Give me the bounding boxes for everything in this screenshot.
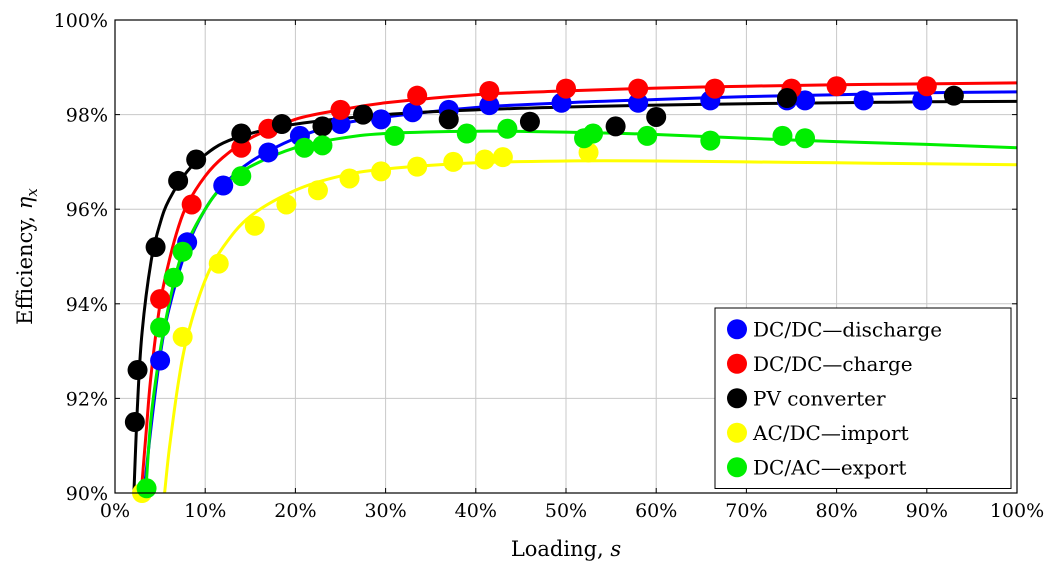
data-point-series-1 — [628, 78, 649, 99]
x-tick-label: 70% — [725, 500, 767, 522]
data-point-series-3 — [492, 147, 513, 168]
data-point-series-4 — [583, 123, 604, 144]
y-tick-label: 92% — [66, 388, 108, 410]
y-tick-label: 100% — [54, 10, 108, 32]
data-point-series-4 — [384, 125, 405, 146]
legend: DC/DC—discharge DC/DC—charge PV converter A… — [714, 307, 1012, 489]
data-point-series-2 — [519, 111, 540, 132]
data-point-series-1 — [150, 289, 171, 310]
data-point-series-3 — [443, 151, 464, 172]
legend-marker — [727, 388, 747, 409]
data-point-series-3 — [276, 194, 297, 215]
data-point-series-0 — [479, 95, 500, 116]
data-point-series-0 — [853, 90, 874, 111]
data-point-series-0 — [150, 350, 171, 371]
x-tick-label: 80% — [815, 500, 857, 522]
data-point-series-3 — [474, 149, 495, 170]
data-point-series-0 — [628, 92, 649, 113]
legend-marker — [727, 353, 747, 374]
data-point-series-2 — [312, 116, 333, 137]
x-tick-label: 40% — [455, 500, 497, 522]
data-point-series-2 — [145, 237, 166, 258]
data-point-series-4 — [637, 125, 658, 146]
data-point-series-4 — [150, 317, 171, 338]
legend-marker — [727, 422, 747, 443]
data-point-series-3 — [407, 156, 428, 177]
data-point-series-0 — [795, 90, 816, 111]
data-point-series-1 — [704, 78, 725, 99]
data-point-series-2 — [271, 114, 292, 135]
data-point-series-4 — [795, 128, 816, 149]
data-point-series-4 — [231, 166, 252, 187]
x-tick-label: 60% — [635, 500, 677, 522]
data-point-series-4 — [497, 118, 518, 139]
legend-label: AC/DC—import — [752, 421, 909, 445]
data-point-series-0 — [330, 114, 351, 135]
data-point-series-0 — [402, 102, 423, 123]
data-point-series-3 — [371, 161, 392, 182]
legend-marker — [727, 457, 747, 478]
x-tick-label: 50% — [545, 500, 587, 522]
legend-label: DC/DC—discharge — [753, 317, 942, 341]
data-point-series-4 — [772, 125, 793, 146]
data-point-series-3 — [244, 215, 265, 236]
legend-label: DC/AC—export — [753, 455, 906, 479]
data-point-series-3 — [307, 180, 328, 201]
legend-box — [714, 307, 1012, 489]
data-point-series-1 — [330, 99, 351, 120]
data-point-series-3 — [339, 168, 360, 189]
data-point-series-2 — [186, 149, 207, 170]
x-tick-label: 90% — [906, 500, 948, 522]
x-axis-label: Loading, s — [511, 537, 622, 561]
data-point-series-2 — [943, 85, 964, 106]
x-tick-label: 100% — [990, 500, 1044, 522]
data-point-series-1 — [826, 76, 847, 97]
data-point-series-2 — [127, 360, 148, 381]
x-tick-label: 20% — [274, 500, 316, 522]
data-point-series-1 — [407, 85, 428, 106]
y-tick-label: 98% — [66, 105, 108, 127]
data-point-series-3 — [208, 253, 229, 274]
data-points — [124, 76, 964, 503]
legend-marker — [727, 319, 747, 340]
x-tick-label: 10% — [184, 500, 226, 522]
data-point-series-2 — [605, 116, 626, 137]
data-point-series-3 — [172, 326, 193, 347]
data-point-series-4 — [172, 241, 193, 262]
x-tick-label: 30% — [364, 500, 406, 522]
y-tick-label: 90% — [66, 483, 108, 505]
y-axis-label: Efficiency, ηx — [13, 188, 41, 325]
data-point-series-4 — [163, 267, 184, 288]
data-point-series-2 — [776, 88, 797, 109]
data-point-series-4 — [294, 137, 315, 158]
data-point-series-2 — [353, 104, 374, 125]
data-point-series-2 — [438, 109, 459, 130]
data-point-series-2 — [168, 170, 189, 191]
data-point-series-0 — [213, 175, 234, 196]
data-point-series-2 — [646, 106, 667, 127]
data-point-series-4 — [456, 123, 477, 144]
data-point-series-1 — [916, 76, 937, 97]
y-tick-label: 96% — [66, 199, 108, 221]
data-point-series-1 — [556, 78, 576, 99]
data-point-series-4 — [312, 135, 333, 156]
y-tick-label: 94% — [66, 294, 108, 316]
data-point-series-2 — [124, 412, 145, 433]
data-point-series-1 — [181, 194, 202, 215]
legend-label: DC/DC—charge — [753, 352, 913, 376]
data-point-series-2 — [231, 123, 252, 144]
data-point-series-4 — [700, 130, 721, 151]
x-tick-label: 0% — [100, 500, 130, 522]
data-point-series-1 — [479, 80, 500, 101]
data-point-series-1 — [231, 137, 252, 158]
legend-label: PV converter — [753, 386, 886, 410]
data-point-series-4 — [136, 478, 157, 499]
axis-ticks: 0% 10% 20% 30% 40% 50% 60% 70% 80% 90% 100% 90% 92% 9… — [54, 10, 1044, 522]
data-point-series-0 — [371, 109, 392, 130]
data-point-series-0 — [258, 142, 279, 163]
